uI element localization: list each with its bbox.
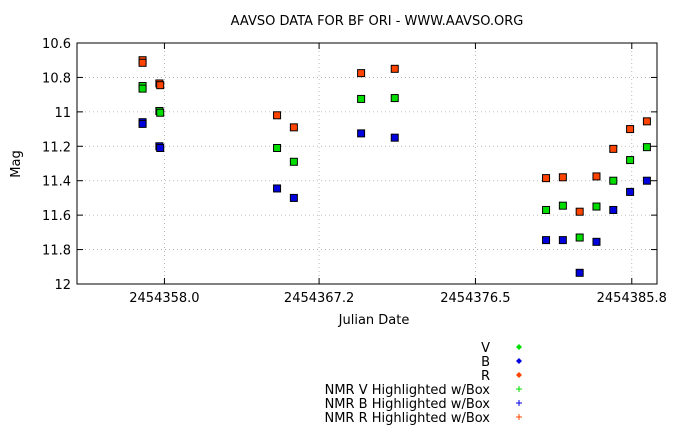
legend-diamond-marker (516, 358, 522, 364)
point-b (289, 193, 298, 202)
y-tick-label: 10.6 (42, 37, 71, 52)
point-r (273, 111, 282, 120)
x-tick-label: 2454367.2 (284, 291, 354, 306)
grid (77, 42, 657, 285)
legend-entry: NMR R Highlighted w/Box (324, 411, 522, 425)
legend-plus-marker (516, 414, 522, 420)
point-v (575, 233, 584, 242)
point-r (592, 172, 601, 181)
point-v (626, 156, 635, 165)
point-r (289, 123, 298, 132)
point-b (156, 144, 165, 153)
legend-label: B (481, 355, 490, 370)
point-r (558, 173, 567, 182)
point-r (575, 207, 584, 216)
legend-entry: R (481, 369, 522, 384)
legend-label: NMR V Highlighted w/Box (325, 383, 491, 398)
point-v (642, 143, 651, 152)
legend-diamond-marker (516, 344, 522, 350)
point-r (609, 144, 618, 153)
legend-label: NMR R Highlighted w/Box (324, 411, 490, 425)
legend-entry: V (481, 341, 522, 356)
point-r (642, 117, 651, 126)
y-tick-label: 11.8 (42, 244, 71, 259)
legend-plus-marker (516, 400, 522, 406)
point-r (156, 81, 165, 90)
chart-title: AAVSO DATA FOR BF ORI - WWW.AAVSO.ORG (231, 14, 524, 29)
point-v (357, 94, 366, 103)
point-v (273, 144, 282, 153)
x-tick-label: 2454358.0 (129, 291, 199, 306)
plot-frame (76, 42, 658, 285)
point-b (357, 129, 366, 138)
point-v (592, 202, 601, 211)
x-axis-label: Julian Date (338, 313, 410, 328)
legend-diamond-marker (516, 372, 522, 378)
point-v (542, 205, 551, 214)
legend-label: R (481, 369, 490, 384)
point-b (626, 187, 635, 196)
point-r (357, 69, 366, 78)
point-b (138, 119, 147, 128)
point-r (542, 174, 551, 183)
point-r (626, 125, 635, 134)
point-b (642, 176, 651, 185)
point-v (558, 201, 567, 210)
axis-ticks: 10.6 10.8 11 11.2 11.4 11.6 11.8 12 2454358.0 245… (42, 37, 667, 306)
y-tick-label: 12 (54, 278, 71, 293)
point-v (289, 157, 298, 166)
y-axis-label: Mag (9, 150, 24, 177)
point-v (390, 94, 399, 103)
legend-label: NMR B Highlighted w/Box (325, 397, 491, 412)
point-b (575, 268, 584, 277)
x-tick-label: 2454376.5 (440, 291, 510, 306)
y-tick-label: 11.4 (42, 175, 71, 190)
y-tick-label: 11.6 (42, 209, 71, 224)
y-tick-label: 11 (54, 106, 71, 121)
point-v (138, 84, 147, 93)
point-b (609, 205, 618, 214)
legend-entry: NMR B Highlighted w/Box (325, 397, 522, 412)
point-b (558, 236, 567, 245)
point-r (390, 64, 399, 73)
y-tick-label: 11.2 (42, 140, 71, 155)
legend-plus-marker (516, 386, 522, 392)
point-b (273, 184, 282, 193)
data-points (138, 56, 651, 277)
point-b (542, 236, 551, 245)
point-v (609, 176, 618, 185)
x-tick-label: 2454385.8 (597, 291, 667, 306)
legend-label: V (481, 341, 490, 356)
point-b (390, 133, 399, 142)
y-tick-label: 10.8 (42, 71, 71, 86)
legend-entry: NMR V Highlighted w/Box (325, 383, 522, 398)
point-b (592, 237, 601, 246)
point-r (138, 58, 147, 67)
point-v (156, 108, 165, 117)
legend-entry: B (481, 355, 522, 370)
